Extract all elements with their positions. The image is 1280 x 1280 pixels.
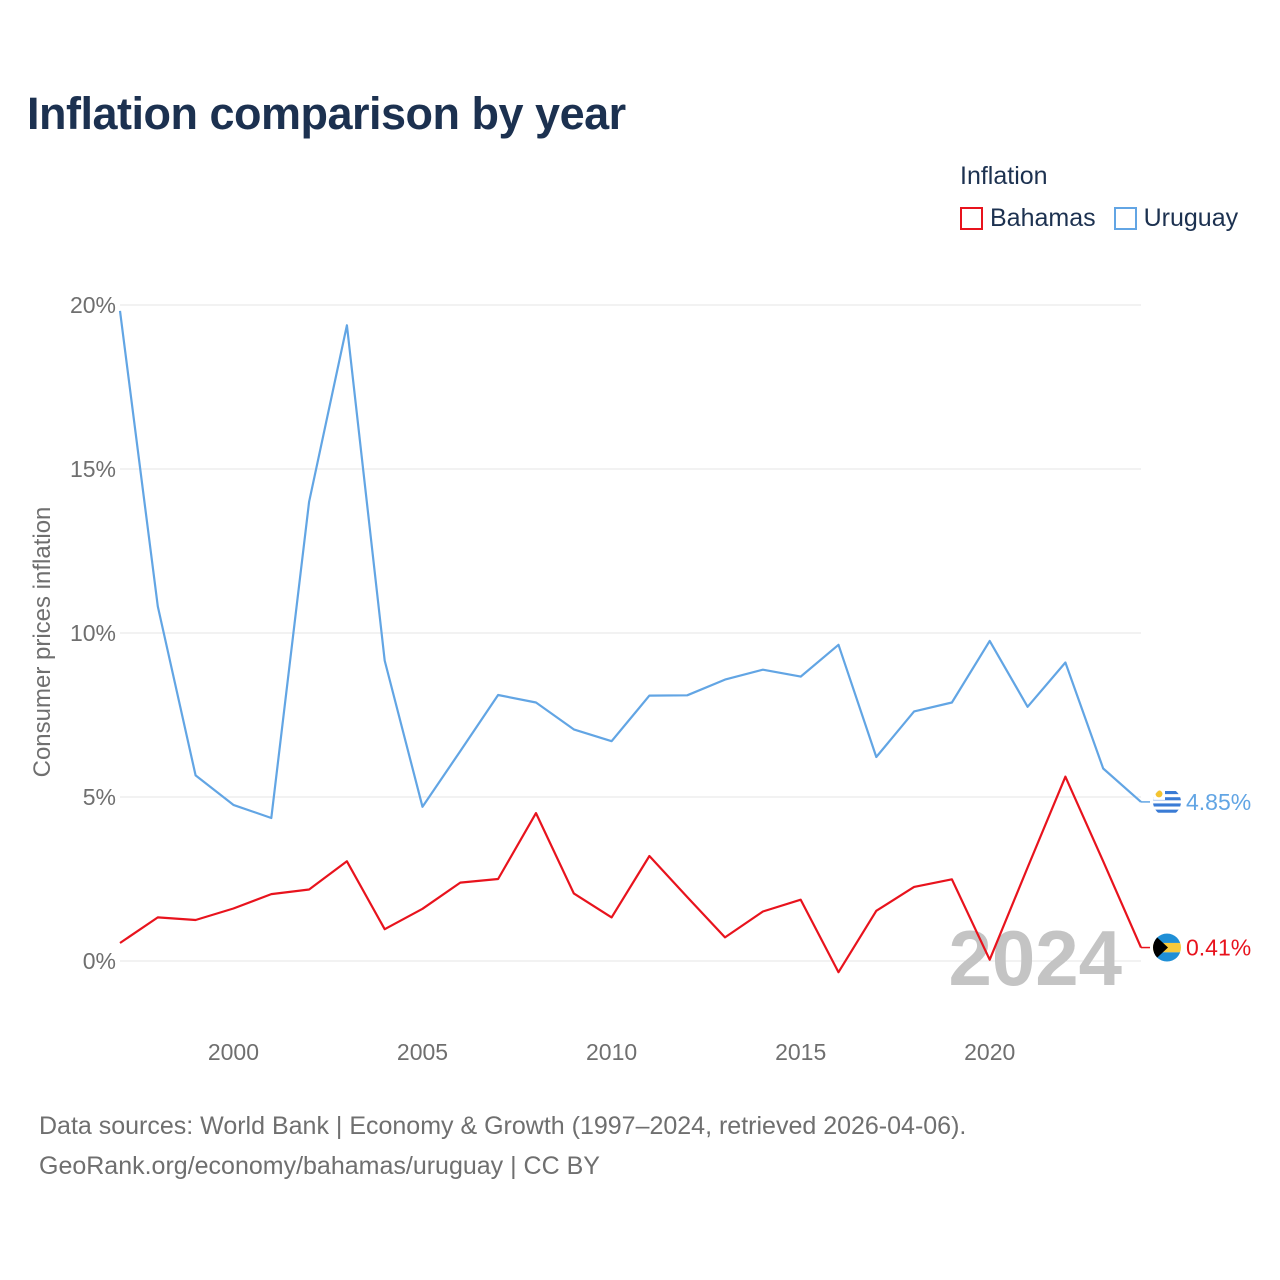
legend-item-bahamas[interactable]: Bahamas: [960, 204, 1096, 233]
year-watermark: 2024: [948, 914, 1122, 1002]
x-tick-label: 2020: [964, 1039, 1015, 1065]
line-chart: 0% 5% 10% 15% 20% 2000 2005 2010 2015 2020 Consu…: [29, 292, 1251, 1065]
end-value-label-uruguay: 4.85%: [1186, 789, 1251, 815]
y-tick-label: 20%: [70, 292, 116, 318]
y-axis-label: Consumer prices inflation: [29, 507, 56, 778]
y-tick-label: 5%: [83, 784, 116, 810]
legend-label-uruguay: Uruguay: [1143, 204, 1239, 232]
x-tick-label: 2000: [208, 1039, 259, 1065]
legend-title: Inflation: [960, 162, 1048, 190]
bahamas-flag-icon: [1153, 933, 1181, 962]
footer-link[interactable]: GeoRank.org/economy/bahamas/uruguay | CC…: [39, 1152, 600, 1180]
legend-label-bahamas: Bahamas: [990, 204, 1096, 232]
y-tick-label: 0%: [83, 948, 116, 974]
legend: Bahamas Uruguay: [960, 204, 1256, 233]
y-tick-label: 15%: [70, 456, 116, 482]
uruguay-flag-icon: [1153, 787, 1181, 816]
series-line-uruguay[interactable]: [118, 310, 1142, 820]
legend-swatch-uruguay: [1113, 207, 1137, 230]
x-tick-label: 2010: [586, 1039, 637, 1065]
y-axis-ticks: 0% 5% 10% 15% 20%: [70, 292, 116, 974]
y-tick-label: 10%: [70, 620, 116, 646]
grid-lines: [120, 304, 1141, 962]
legend-item-uruguay[interactable]: Uruguay: [1113, 204, 1239, 233]
series-line-bahamas[interactable]: [119, 775, 1143, 974]
footer: Data sources: World Bank | Economy & Gro…: [39, 1106, 966, 1186]
x-tick-label: 2005: [397, 1039, 448, 1065]
end-markers: 4.85% 0.41%: [1141, 787, 1251, 962]
legend-swatch-bahamas: [960, 207, 983, 230]
footer-sources: Data sources: World Bank | Economy & Gro…: [39, 1112, 967, 1140]
x-tick-label: 2015: [775, 1039, 826, 1065]
series-lines: [118, 310, 1143, 974]
x-axis-ticks: 2000 2005 2010 2015 2020: [208, 1039, 1015, 1065]
chart-title: Inflation comparison by year: [27, 88, 626, 139]
end-value-label-bahamas: 0.41%: [1186, 935, 1251, 961]
